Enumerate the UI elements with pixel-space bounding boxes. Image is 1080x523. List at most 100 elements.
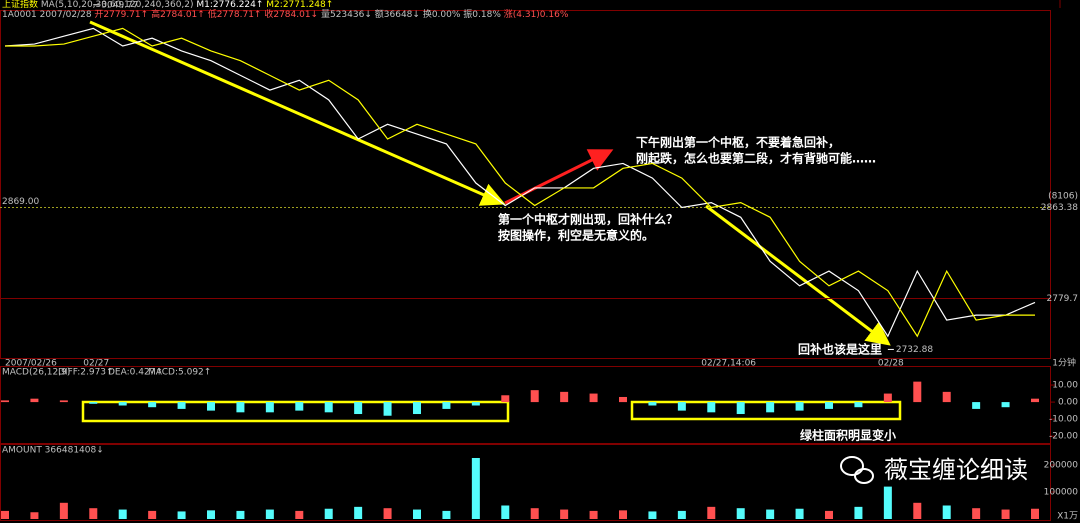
bar bbox=[795, 508, 804, 519]
bar bbox=[118, 509, 127, 519]
bar bbox=[30, 512, 39, 519]
bar bbox=[354, 506, 363, 519]
bar bbox=[265, 402, 274, 413]
bar bbox=[1001, 402, 1010, 408]
bar bbox=[501, 505, 510, 519]
bar bbox=[707, 402, 716, 413]
bar bbox=[59, 400, 68, 403]
close-info: 收2784.01↓ bbox=[264, 8, 318, 20]
bar bbox=[501, 395, 510, 403]
bar bbox=[530, 390, 539, 403]
bar bbox=[677, 402, 686, 411]
bar bbox=[236, 402, 245, 413]
bar bbox=[295, 510, 304, 519]
bar bbox=[913, 502, 922, 519]
bar bbox=[736, 508, 745, 519]
bar bbox=[383, 508, 392, 519]
wechat-icon bbox=[840, 456, 874, 484]
header-line2: 1A0001 2007/02/28 开2779.71↑ 高2784.01↑ 低2… bbox=[2, 8, 569, 20]
bar bbox=[795, 402, 804, 411]
low-label: 2732.88 bbox=[896, 345, 933, 355]
bar bbox=[677, 510, 686, 519]
watermark: 薇宝缠论细读 bbox=[884, 456, 1028, 484]
x-tick-label: 2007/02/26 bbox=[5, 359, 57, 369]
title: 上证指数 bbox=[2, 0, 38, 10]
bar bbox=[207, 402, 215, 411]
bar bbox=[913, 381, 922, 403]
y-tick-label: 2779.7 bbox=[1047, 294, 1079, 304]
bar bbox=[589, 510, 598, 519]
bar bbox=[854, 506, 863, 519]
bar bbox=[883, 393, 892, 403]
y-tick-label: 200000 bbox=[1044, 461, 1079, 471]
bar bbox=[30, 398, 39, 403]
bar bbox=[942, 391, 951, 403]
bar bbox=[442, 402, 451, 409]
bar bbox=[471, 402, 480, 406]
annotation: 绿柱面积明显变小 bbox=[800, 428, 896, 443]
y-tick-label: 10.00 bbox=[1052, 381, 1078, 391]
turnover-info: 换0.00% bbox=[423, 8, 461, 20]
bar bbox=[118, 402, 127, 406]
annotation: 回补也该是这里 bbox=[798, 342, 882, 357]
header-line1: 上证指数 MA(5,10,20,30,60,120,240,360,2) M1:… bbox=[2, 0, 333, 10]
annotation: 刚起跌，怎么也要第二段，才有背驰可能…… bbox=[636, 151, 876, 166]
x-tick-label: 02/27 bbox=[83, 359, 109, 369]
y-tick-label: 0.00 bbox=[1058, 398, 1078, 408]
y-tick-label: -10.00 bbox=[1049, 415, 1078, 425]
bar bbox=[883, 486, 892, 519]
annotation: 下午刚出第一个中枢，不要着急回补， bbox=[636, 135, 840, 150]
arrows bbox=[89, 20, 891, 346]
bar bbox=[413, 509, 421, 519]
ma-label: MA(5,10,20,30,60,120,240,360,2) bbox=[41, 0, 194, 10]
bar bbox=[707, 506, 716, 519]
low-info: 低2778.71↑ bbox=[208, 8, 262, 20]
bar bbox=[766, 509, 775, 519]
bar bbox=[619, 396, 627, 403]
bar bbox=[295, 402, 304, 411]
bar bbox=[736, 402, 745, 415]
macd-label: MACD(26,12,9) bbox=[2, 368, 70, 378]
bar bbox=[177, 511, 186, 519]
period-label: 1分钟 bbox=[1052, 357, 1076, 369]
date: 2007/02/28 bbox=[40, 10, 92, 20]
bar bbox=[648, 511, 657, 519]
bar bbox=[354, 402, 363, 415]
bar bbox=[1001, 509, 1010, 519]
high-label: 3049.77 bbox=[101, 0, 138, 10]
bar bbox=[972, 508, 981, 519]
bar bbox=[148, 510, 157, 519]
macd-label: DEA:0.427↑ bbox=[108, 368, 163, 378]
bar bbox=[1031, 398, 1039, 403]
bar bbox=[236, 510, 245, 519]
y-tick-label: -20.00 bbox=[1049, 432, 1078, 442]
bar bbox=[1, 400, 9, 403]
bar bbox=[648, 402, 657, 406]
bar bbox=[89, 508, 98, 519]
reference-label: 2869.00 bbox=[2, 197, 39, 207]
amplitude-info: 振0.18% bbox=[463, 8, 501, 20]
count-label: (8106) bbox=[1048, 192, 1078, 202]
panel-borders bbox=[0, 0, 1061, 521]
m2-label: M2:2771.248↑ bbox=[266, 0, 333, 10]
bar bbox=[854, 402, 863, 408]
bar bbox=[442, 510, 451, 519]
high-info: 高2784.01↑ bbox=[151, 8, 205, 20]
x-tick-label: 02/28 bbox=[878, 359, 904, 369]
open: 开2779.71↑ bbox=[94, 9, 148, 20]
bar bbox=[413, 402, 421, 415]
bar bbox=[972, 402, 981, 409]
bar bbox=[1031, 508, 1039, 519]
bar bbox=[942, 505, 951, 519]
bar bbox=[589, 393, 598, 403]
unit-label: X1万 bbox=[1057, 512, 1078, 522]
bar bbox=[1, 510, 9, 519]
volume-label: AMOUNT 366481408↓ bbox=[2, 446, 104, 456]
amount-info: 额36648↓ bbox=[375, 8, 420, 20]
macd-label: MACD:5.092↑ bbox=[148, 368, 211, 378]
bar bbox=[619, 510, 627, 519]
bar bbox=[530, 508, 539, 519]
volume-info: 量523436↓ bbox=[321, 9, 372, 20]
bar bbox=[766, 402, 775, 413]
